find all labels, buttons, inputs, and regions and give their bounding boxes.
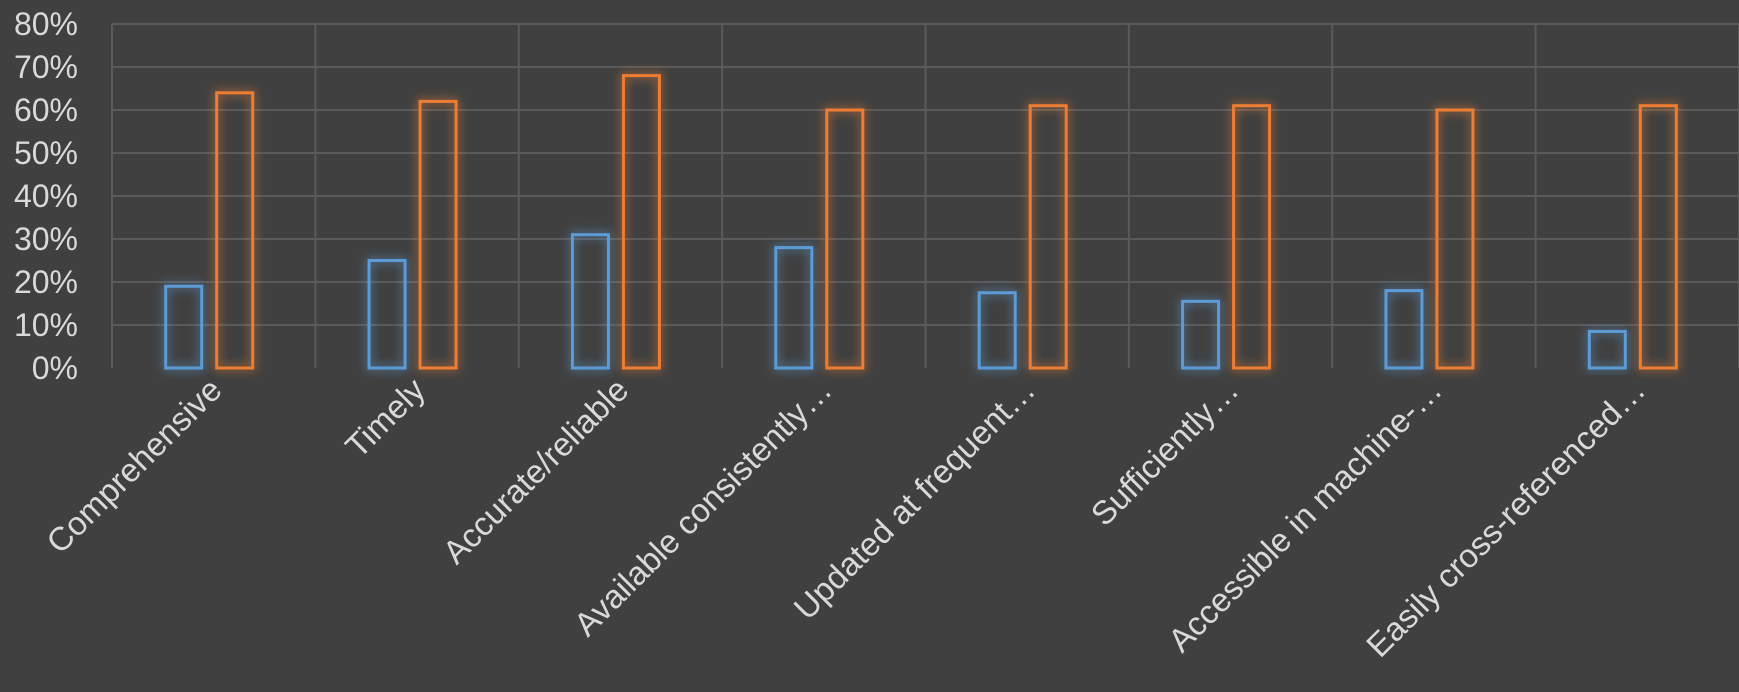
bar-series-1-4: [774, 246, 814, 370]
x-tick-label: Comprehensive: [39, 371, 229, 561]
bar-series-2-5: [1028, 104, 1068, 370]
x-tick-label: Sufficiently…: [1084, 371, 1246, 533]
y-tick-label: 60%: [14, 92, 78, 128]
bars: [164, 74, 1678, 370]
bar-series-2-2: [418, 99, 458, 370]
bar-series-2-6: [1232, 104, 1272, 370]
bar-series-1-7: [1384, 289, 1424, 370]
bar-series-2-3: [621, 74, 661, 370]
x-tick-label: Timely: [338, 370, 432, 464]
bar-series-2-4: [825, 108, 865, 370]
y-tick-label: 40%: [14, 178, 78, 214]
bar-series-1-8: [1587, 329, 1627, 370]
x-axis-tick-labels: Comprehensive Timely Accurate/reliableAvai…: [39, 370, 1652, 664]
bar-series-2-1: [215, 91, 255, 370]
bar-series-1-5: [977, 291, 1017, 370]
bar-series-1-1: [164, 284, 204, 370]
y-tick-label: 50%: [14, 135, 78, 171]
y-tick-label: 70%: [14, 49, 78, 85]
y-tick-label: 30%: [14, 221, 78, 257]
bar-series-1-2: [367, 259, 407, 370]
bar-series-2-8: [1638, 104, 1678, 370]
y-tick-label: 20%: [14, 264, 78, 300]
y-axis-tick-labels: 0% 10% 20% 30% 40% 50% 60% 70% 80%: [14, 6, 78, 386]
y-tick-label: 0%: [32, 350, 78, 386]
y-tick-label: 10%: [14, 307, 78, 343]
y-tick-label: 80%: [14, 6, 78, 42]
bar-series-1-6: [1181, 299, 1221, 370]
x-tick-label: Accurate/reliable: [435, 371, 635, 571]
bar-series-2-7: [1435, 108, 1475, 370]
bar-series-1-3: [570, 233, 610, 370]
gridlines: [111, 23, 1739, 368]
